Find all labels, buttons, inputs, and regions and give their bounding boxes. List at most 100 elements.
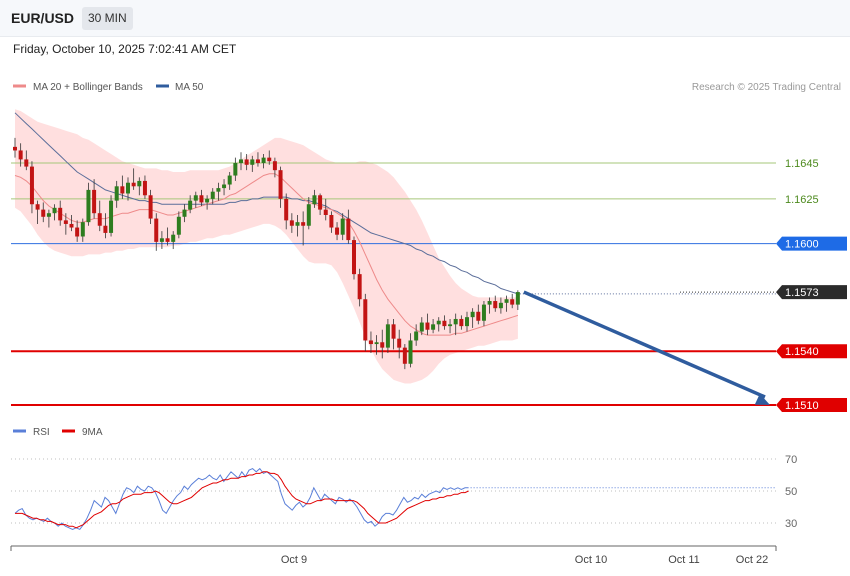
candle-down (289, 220, 294, 226)
candle-up (126, 182, 130, 194)
datetime-label: Friday, October 10, 2025 7:02:41 AM CET (13, 42, 237, 56)
candle-up (171, 234, 176, 242)
candle-down (35, 204, 40, 210)
candle-up (239, 159, 243, 163)
candles-layer (13, 137, 520, 370)
candle-up (46, 213, 51, 217)
candle-up (385, 324, 390, 348)
candle-down (318, 195, 323, 210)
candle-down (244, 159, 249, 165)
candle-down (278, 170, 283, 199)
time-tick-label: Oct 11 (668, 554, 700, 566)
candle-down (165, 238, 170, 242)
candle-down (363, 299, 368, 341)
candle-down (391, 324, 396, 339)
candle-up (109, 200, 114, 233)
candle-up (261, 157, 266, 163)
candle-up (306, 204, 311, 226)
candle-down (29, 166, 34, 205)
projection-arrow-shaft (523, 290, 766, 399)
candle-down (97, 213, 102, 226)
candle-down (380, 342, 385, 348)
candle-up (470, 311, 475, 318)
pivot-label-tag (776, 236, 847, 251)
rsi-tick-label: 30 (785, 518, 797, 530)
candle-down (75, 227, 80, 237)
price-levels-layer (11, 162, 776, 406)
candle-up (504, 299, 509, 303)
candle-down (131, 182, 136, 187)
candle-down (301, 222, 306, 226)
candle-up (453, 318, 458, 325)
candle-down (476, 311, 481, 321)
candle-down (267, 157, 272, 162)
ma50-legend-swatch (156, 84, 169, 88)
candle-down (18, 150, 23, 160)
top-bar: EUR/USD 30 MIN (0, 0, 850, 37)
candle-up (295, 222, 300, 226)
candle-up (210, 191, 215, 199)
last-price-label: 1.1573 (785, 287, 819, 299)
candle-up (182, 209, 187, 217)
projection-layer (523, 290, 770, 405)
candle-up (205, 198, 210, 203)
candle-down (510, 299, 515, 305)
candle-up (498, 302, 503, 309)
candle-up (419, 322, 424, 332)
candle-down (284, 198, 289, 221)
candle-down (142, 180, 147, 196)
rsi-ma-legend-swatch (62, 429, 75, 433)
candle-down (148, 195, 153, 219)
candle-down (357, 274, 362, 300)
candle-up (487, 301, 492, 305)
bollinger-band-layer (15, 109, 518, 384)
credit-text: Research © 2025 Trading Central (692, 82, 841, 93)
rsi-ma-legend-label: 9MA (82, 427, 103, 438)
rsi-legend: RSI 9MA (13, 427, 103, 438)
rsi-ma-line (15, 471, 469, 529)
candle-down (154, 218, 159, 242)
support-label-tag (776, 398, 847, 412)
candle-down (442, 320, 447, 327)
candle-up (340, 218, 345, 235)
candle-down (329, 214, 334, 228)
candle-down (493, 301, 498, 309)
candle-down (459, 318, 464, 327)
rsi-legend-label: RSI (33, 427, 50, 438)
candle-down (425, 322, 430, 330)
candle-up (250, 159, 255, 165)
candle-down (69, 223, 74, 228)
candle-up (52, 207, 57, 214)
candle-up (188, 200, 193, 210)
candle-up (408, 340, 413, 364)
time-tick-label: Oct 9 (281, 554, 307, 566)
candle-up (515, 292, 520, 305)
candle-down (103, 225, 108, 233)
candle-up (312, 195, 317, 205)
candle-down (92, 189, 97, 214)
candle-up (222, 184, 227, 189)
candle-down (120, 186, 125, 194)
candle-down (41, 209, 46, 217)
pivot-label: 1.1600 (785, 239, 819, 251)
candle-up (233, 163, 238, 176)
candle-up (431, 324, 436, 330)
ma20-legend-label: MA 20 + Bollinger Bands (33, 82, 143, 93)
candle-up (86, 189, 91, 223)
ma50-line (14, 112, 519, 295)
candle-up (465, 317, 469, 327)
rsi-legend-swatch (13, 429, 26, 433)
support-label-tag (776, 344, 847, 359)
candle-down (346, 218, 351, 241)
candle-down (402, 347, 407, 364)
candle-down (323, 209, 328, 215)
candle-up (216, 188, 221, 192)
candle-down (352, 240, 356, 275)
candle-down (13, 146, 17, 151)
timeframe-button[interactable]: 30 MIN (82, 7, 133, 30)
main-legend: MA 20 + Bollinger Bands MA 50 (13, 82, 204, 93)
rsi-tick-label: 50 (785, 486, 797, 498)
resistance-label: 1.1625 (785, 194, 819, 206)
candle-up (448, 324, 453, 327)
